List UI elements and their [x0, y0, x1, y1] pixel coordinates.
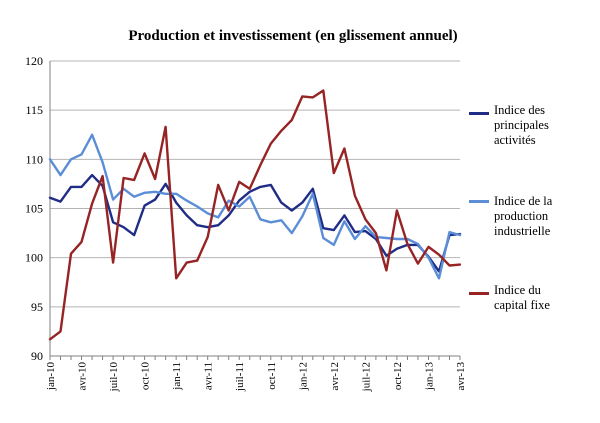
x-tick-label-jan-10: jan-10: [45, 362, 57, 392]
x-tick-label-juil-11: juil-11: [234, 362, 246, 392]
x-tick-label-avr-12: avr-12: [329, 362, 341, 391]
x-tick-label-jan-11: jan-11: [171, 362, 183, 391]
y-tick-labels: 90 95 100 105 110 115 120: [25, 54, 43, 363]
legend-swatch-production: [469, 200, 489, 203]
y-tick-label-90: 90: [31, 349, 43, 363]
x-tick-label-juil-10: juil-10: [108, 362, 120, 393]
y-tick-label-120: 120: [25, 54, 43, 68]
legend-label-production: Indice de la production industrielle: [494, 194, 553, 238]
x-tick-label-oct-10: oct-10: [140, 362, 152, 391]
x-tick-label-oct-11: oct-11: [266, 362, 278, 390]
x-tick-label-avr-10: avr-10: [77, 362, 89, 391]
x-tick-label-juil-12: juil-12: [360, 362, 372, 392]
x-tick-label-avr-13: avr-13: [455, 362, 467, 391]
x-tick-label-oct-12: oct-12: [392, 362, 404, 390]
legend-label-principales: Indice des principales activités: [494, 103, 549, 147]
axes: [49, 61, 461, 360]
x-tick-labels: jan-10 avr-10 juil-10 oct-10 jan-11 avr-11 jui…: [45, 362, 467, 393]
legend-swatch-capital: [469, 292, 489, 295]
series-line-capital: [48, 89, 462, 341]
y-tick-label-95: 95: [31, 300, 43, 314]
x-tick-label-jan-13: jan-13: [423, 362, 435, 392]
legend-swatch-principales: [469, 112, 489, 115]
x-tick-label-jan-12: jan-12: [297, 362, 309, 391]
x-tick-label-avr-11: avr-11: [203, 362, 215, 390]
y-tick-label-115: 115: [25, 103, 43, 117]
chart-title: Production et investissement (en glissem…: [128, 28, 458, 44]
series-lines: [48, 89, 462, 341]
y-tick-label-105: 105: [25, 202, 43, 216]
y-tick-label-100: 100: [25, 251, 43, 265]
legend-label-capital: Indice du capital fixe: [494, 283, 550, 312]
y-tick-label-110: 110: [25, 152, 43, 166]
